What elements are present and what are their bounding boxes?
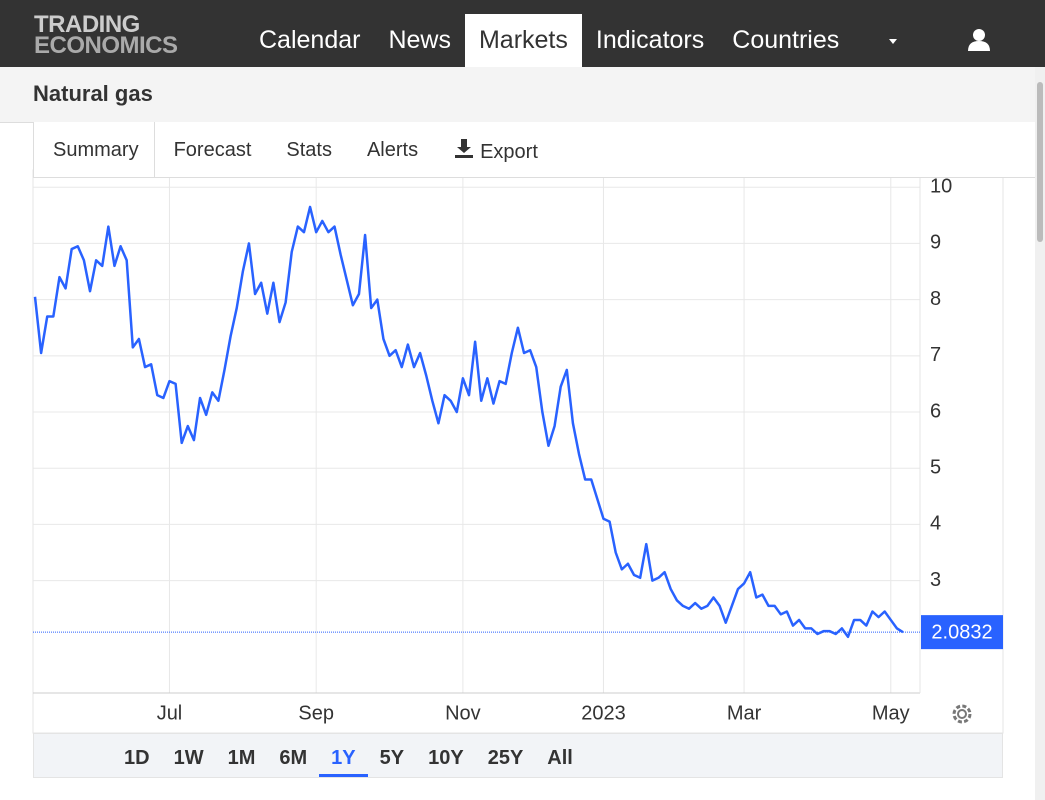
y-tick-label: 3 [930,569,941,591]
sub-header: Natural gas [0,67,1035,123]
caret[interactable] [886,36,900,46]
x-tick-label: Sep [298,702,334,724]
y-tick-label: 10 [930,176,952,198]
menu-item[interactable]: Countries [732,26,840,54]
range-button[interactable]: 1W [173,747,204,769]
menu-item[interactable]: Indicators [595,26,705,54]
y-tick-label: 7 [930,344,941,366]
scrollbar[interactable] [1035,67,1045,800]
range-button[interactable]: All [547,747,573,769]
y-tick-label: 5 [930,456,941,478]
x-tick-label: May [872,702,910,724]
range-button[interactable]: 5Y [379,747,405,769]
tabs: Summary Forecast Stats Alerts Export [33,122,1035,178]
tab[interactable]: Forecast [173,139,252,161]
price-line [33,205,904,639]
range-bar: 1D 1W 1M 6M 1Y 5Y 10Y 25Y All [33,733,1003,778]
menu-item[interactable]: Calendar [259,26,361,54]
last-value-box [921,615,1003,650]
x-tick-label: Mar [727,702,762,724]
tab[interactable]: Alerts [366,139,419,161]
last-value-label: 2.0832 [931,621,992,643]
menu: Calendar News Markets Indicators Countries [245,14,853,67]
range-button[interactable]: 10Y [428,747,464,769]
logo-line: ECONOMICS [34,32,178,59]
tab[interactable]: Stats [286,139,332,161]
page-title: Natural gas [33,81,153,106]
range-button[interactable]: 1M [227,747,256,769]
range-button[interactable]: 6M [279,747,308,769]
tab[interactable]: Summary [33,122,155,177]
y-tick-label: 4 [930,513,941,535]
y-tick-label: 6 [930,400,941,422]
menu-item[interactable]: News [388,26,451,54]
logo[interactable]: TRADING ECONOMICS [34,11,178,59]
user-icon[interactable] [966,27,992,53]
x-tick-label: Nov [445,702,481,724]
plot-frame [32,169,1004,734]
settings-icon[interactable] [950,702,974,726]
tab[interactable]: Export [434,122,554,177]
logo-line: TRADING [34,11,140,38]
menu-item[interactable]: Markets [464,14,582,67]
x-tick-label: 2023 [581,702,626,724]
range-button[interactable]: 25Y [487,747,524,769]
scroll-thumb[interactable] [1037,82,1043,242]
range-button[interactable]: 1Y [319,734,368,777]
y-tick-label: 8 [930,288,941,310]
top-bar: TRADING ECONOMICS Calendar News Markets Indi… [0,0,1045,67]
range-button[interactable]: 1D [124,747,150,769]
x-tick-label: Jul [157,702,183,724]
export-icon [455,139,474,158]
y-tick-label: 9 [930,232,941,254]
